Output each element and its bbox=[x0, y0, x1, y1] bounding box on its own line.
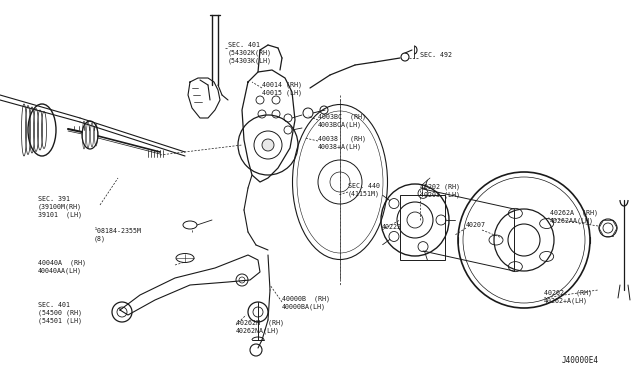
Text: 40262A  (RH)
40262AA(LH): 40262A (RH) 40262AA(LH) bbox=[550, 210, 598, 224]
Text: 40262N  (RH)
40262NA(LH): 40262N (RH) 40262NA(LH) bbox=[236, 320, 284, 334]
Text: J40000E4: J40000E4 bbox=[562, 356, 599, 365]
Text: SEC. 401
(54500 (RH)
(54501 (LH): SEC. 401 (54500 (RH) (54501 (LH) bbox=[38, 302, 82, 324]
Text: ¹08184-2355M
(8): ¹08184-2355M (8) bbox=[94, 228, 142, 242]
Text: 40040A  (RH)
40040AA(LH): 40040A (RH) 40040AA(LH) bbox=[38, 260, 86, 275]
Text: 4003BC  (RH)
4003BCA(LH): 4003BC (RH) 4003BCA(LH) bbox=[318, 113, 366, 128]
Text: 40207: 40207 bbox=[466, 222, 486, 228]
Text: 40262   (RH)
40262+A(LH): 40262 (RH) 40262+A(LH) bbox=[544, 290, 592, 305]
Text: SEC. 391
(39100M(RH)
39101  (LH): SEC. 391 (39100M(RH) 39101 (LH) bbox=[38, 196, 82, 218]
Text: SEC. 492: SEC. 492 bbox=[420, 52, 452, 58]
Circle shape bbox=[262, 139, 274, 151]
Text: 40014 (RH)
40015 (LH): 40014 (RH) 40015 (LH) bbox=[262, 82, 302, 96]
Text: SEC. 401
(54302K(RH)
(54303K(LH): SEC. 401 (54302K(RH) (54303K(LH) bbox=[228, 42, 272, 64]
Text: 40202 (RH)
40203 (LH): 40202 (RH) 40203 (LH) bbox=[420, 183, 460, 198]
Text: 40038   (RH)
40038+A(LH): 40038 (RH) 40038+A(LH) bbox=[318, 135, 366, 150]
Text: SEC. 440
(41151M): SEC. 440 (41151M) bbox=[348, 183, 380, 197]
Text: 40222: 40222 bbox=[382, 224, 402, 230]
Bar bbox=[400, 195, 445, 260]
Text: 40000B  (RH)
40000BA(LH): 40000B (RH) 40000BA(LH) bbox=[282, 296, 330, 311]
